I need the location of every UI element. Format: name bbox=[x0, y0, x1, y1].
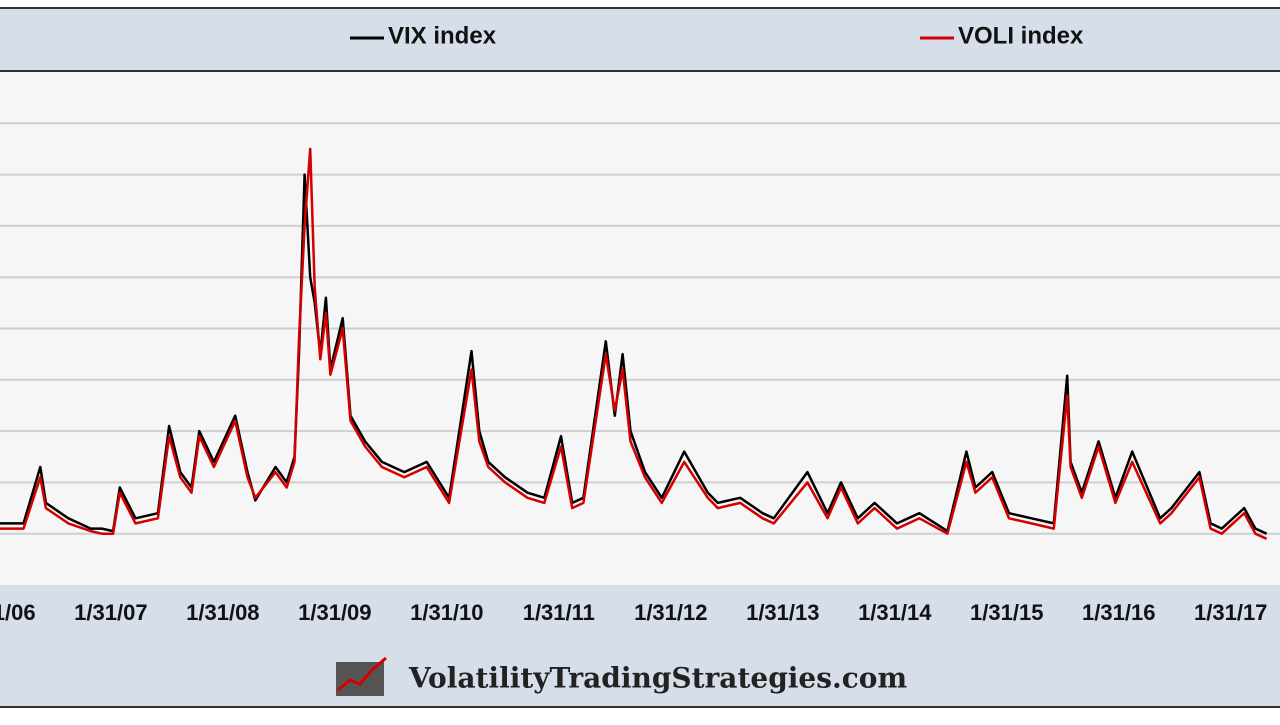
x-tick-label: 1/31/16 bbox=[1082, 600, 1155, 625]
x-tick-label: 1/31/09 bbox=[298, 600, 371, 625]
lines bbox=[0, 147, 1268, 540]
legend-label: VOLI index bbox=[958, 22, 1084, 49]
logo-arrow bbox=[337, 656, 387, 692]
x-tick-label: 1/31/14 bbox=[858, 600, 932, 625]
x-tick-label: 1/31/12 bbox=[634, 600, 707, 625]
x-axis: 1/31/06 1/31/07 1/31/08 1/31/09 1/31/10 1/31/… bbox=[0, 600, 1267, 625]
x-tick-label: 1/31/13 bbox=[746, 600, 819, 625]
x-tick-label: 1/31/17 bbox=[1194, 600, 1267, 625]
legend: VIX index VOLI index bbox=[350, 22, 1084, 49]
x-tick-label: 1/31/08 bbox=[186, 600, 259, 625]
legend-band bbox=[0, 8, 1280, 71]
x-tick-label: 1/31/11 bbox=[523, 600, 595, 625]
legend-label: VIX index bbox=[388, 22, 497, 49]
x-tick-label: 1/31/07 bbox=[74, 600, 147, 625]
grid: 102030405060708090 bbox=[0, 122, 1280, 535]
series-line bbox=[0, 147, 1268, 540]
watermark: VolatilityTradingStrategies.com bbox=[408, 662, 907, 695]
x-tick-label: 1/31/06 bbox=[0, 600, 36, 625]
x-tick-label: 1/31/10 bbox=[410, 600, 483, 625]
x-tick-label: 1/31/15 bbox=[970, 600, 1043, 625]
axis-band bbox=[0, 585, 1280, 707]
watermark-logo bbox=[336, 656, 387, 696]
